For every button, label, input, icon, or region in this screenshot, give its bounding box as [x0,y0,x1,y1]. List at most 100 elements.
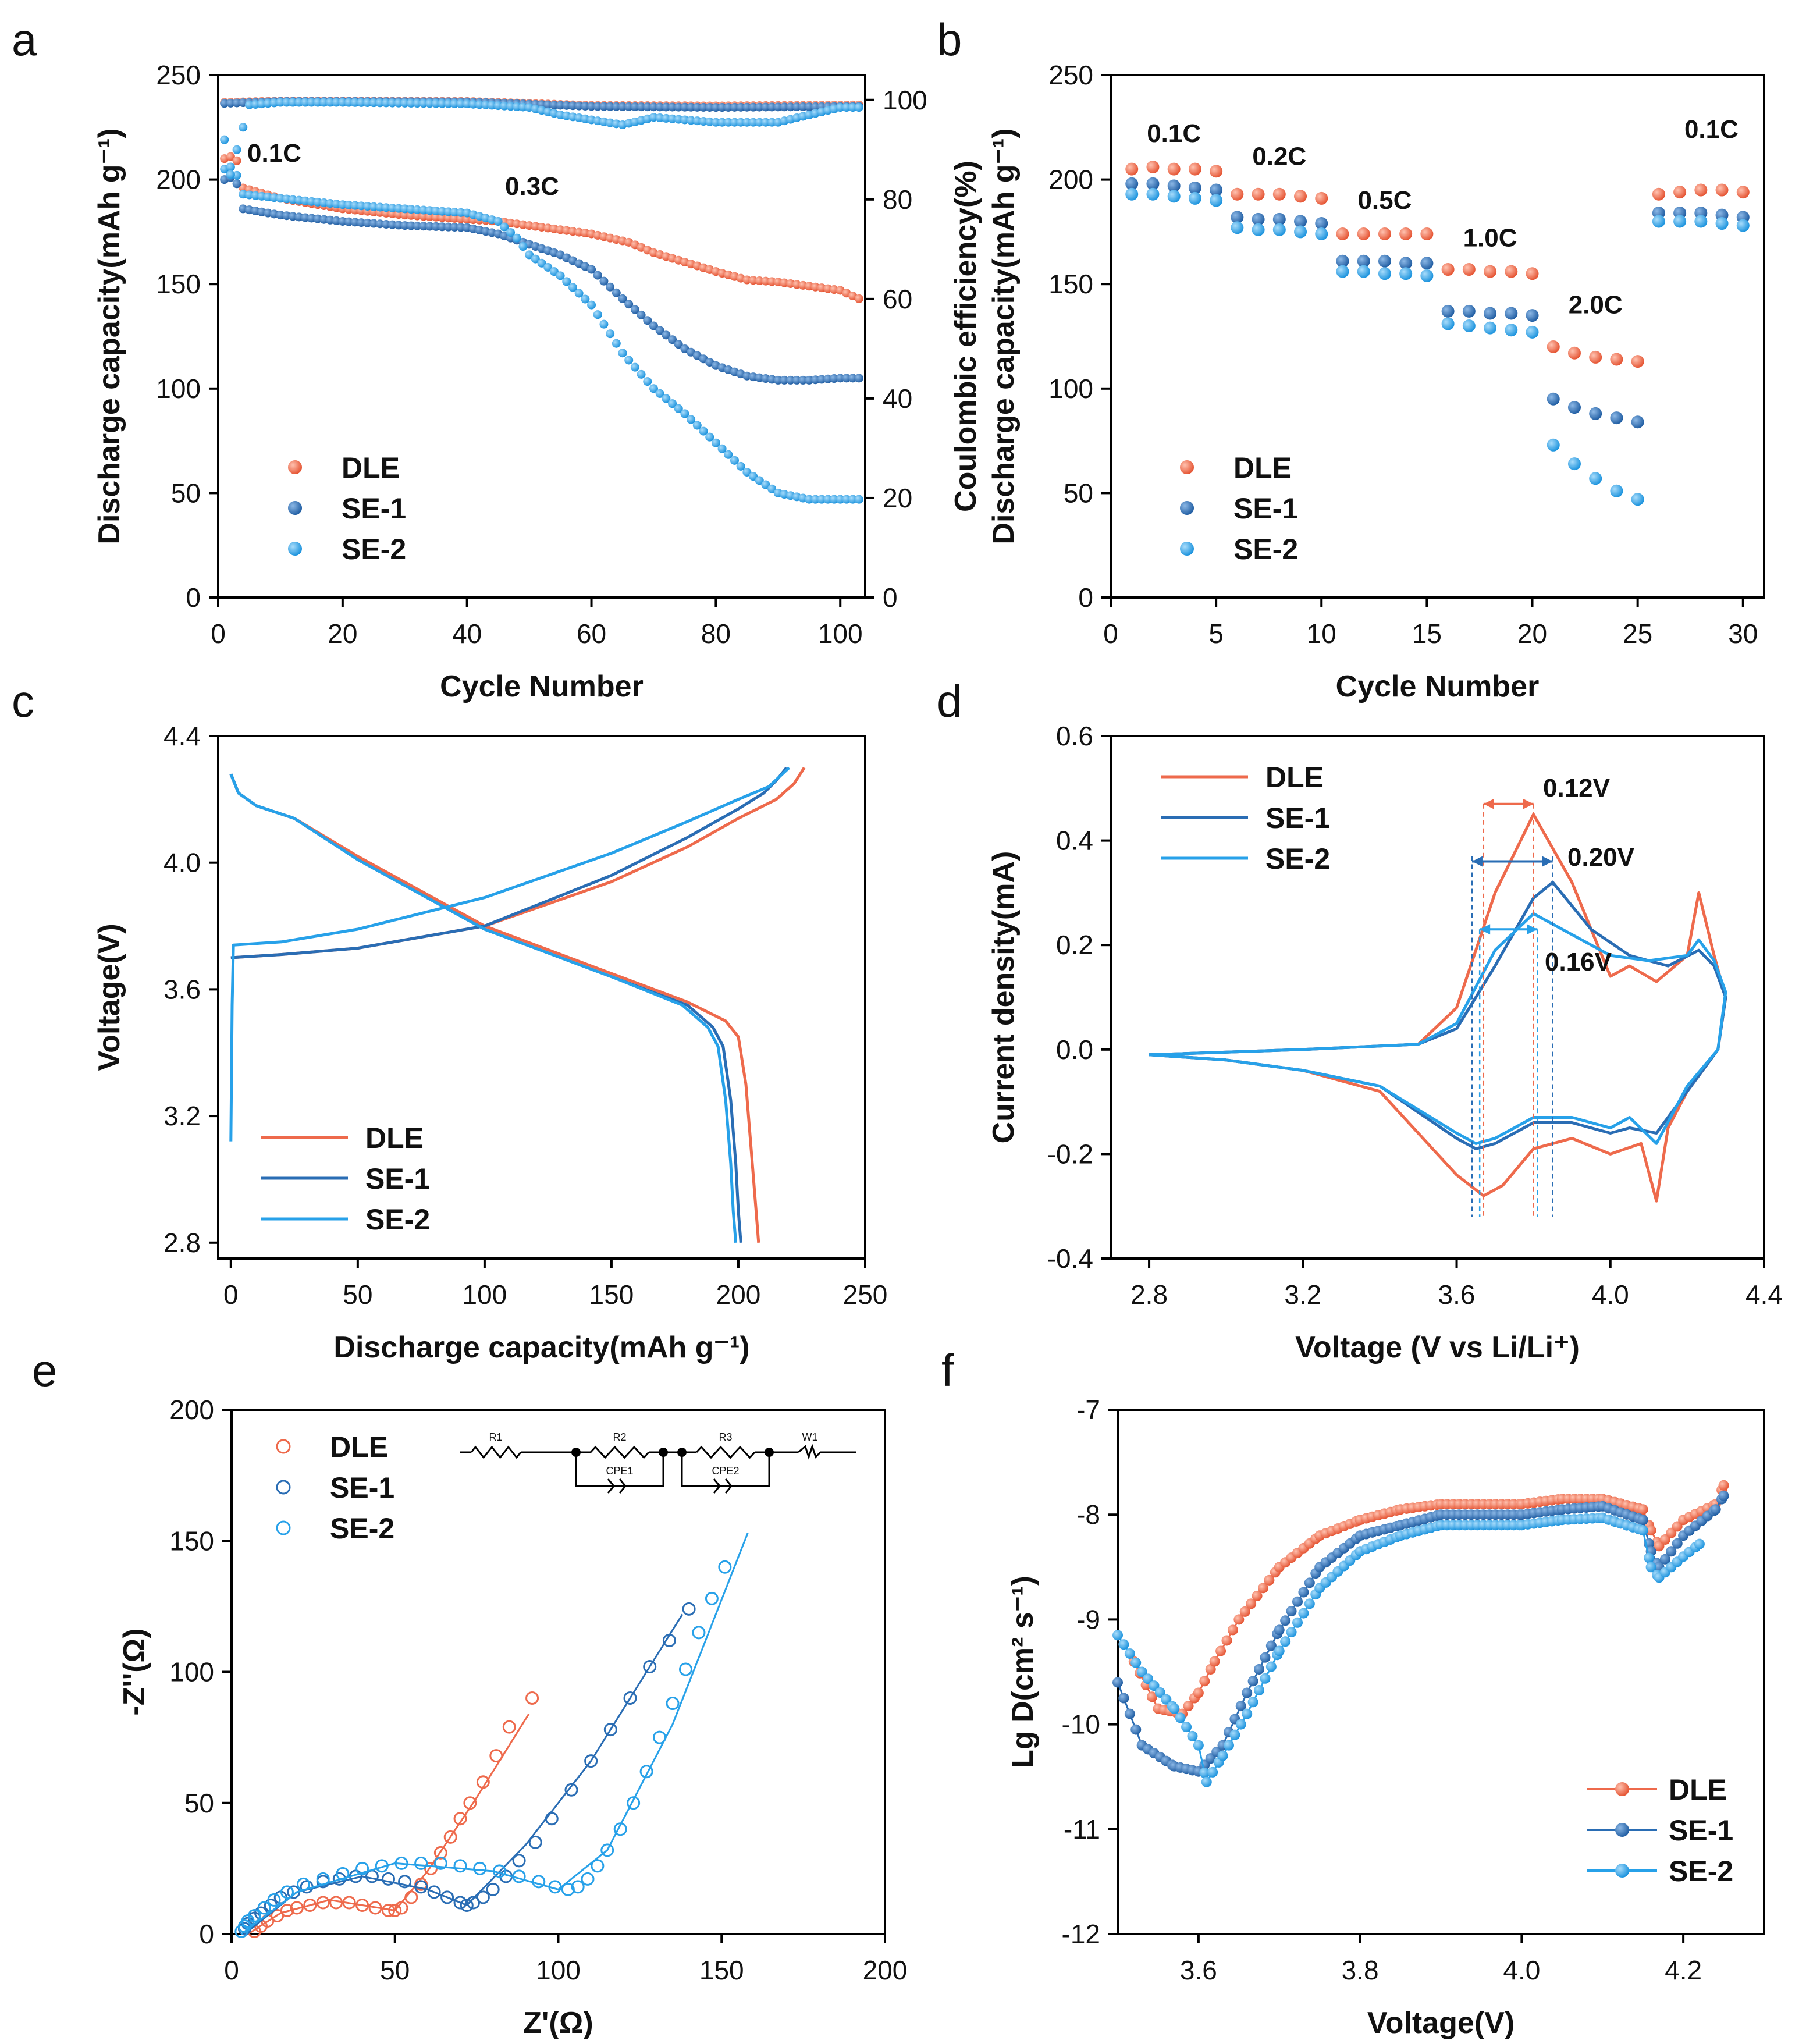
data-point-se-1 [730,102,739,112]
cpe-symbol [713,1478,721,1494]
data-point-dle [1715,183,1729,197]
data-point-se-1 [711,103,720,112]
data-point-dle [1215,1645,1226,1656]
data-point-se-1 [486,1882,500,1896]
data-point-dle [1231,187,1244,201]
data-point-se-2 [433,1856,447,1870]
data-point-se-2 [1210,194,1223,207]
data-point-se-2 [355,1861,369,1875]
data-point-dle [476,1775,490,1789]
data-point-se-1 [749,102,758,112]
legend-marker-dle [1180,460,1194,474]
series-line-se-1 [229,773,742,1243]
data-point-dle [1336,227,1349,240]
data-point-se-2 [581,294,590,304]
data-point-se-2 [655,389,664,398]
data-point-se-1 [427,1885,441,1899]
data-point-se-2 [1181,1722,1192,1733]
data-point-se-2 [1124,1648,1135,1659]
data-point-se-1 [574,101,584,111]
data-point-se-1 [363,218,372,227]
data-point-se-2 [549,267,559,276]
data-point-se-2 [375,1859,389,1873]
data-point-dle [1673,186,1687,199]
data-point-se-1 [556,101,565,110]
data-point-se-2 [456,208,465,217]
data-point-se-1 [724,102,733,112]
data-point-se-2 [264,99,273,108]
data-point-se-2 [1336,265,1349,278]
data-point-dle [1610,353,1623,366]
data-point-se-2 [1547,438,1560,452]
data-point-se-1 [599,276,609,286]
data-point-se-2 [1280,1636,1291,1647]
legend-label-se-2: SE-2 [1669,1855,1733,1887]
data-point-se-1 [456,223,465,232]
data-point-se-2 [761,480,770,489]
data-point-se-2 [823,495,833,504]
data-point-se-2 [1265,1661,1277,1672]
data-point-se-2 [394,98,403,108]
data-point-se-2 [1125,187,1139,201]
x-tick-label: 20 [328,618,357,649]
data-point-dle [406,211,415,220]
series-line-se-2 [1149,912,1727,1145]
series-line-se-1 [244,1613,684,1935]
plot-frame [217,74,866,599]
data-point-se-2 [537,258,546,268]
data-point-se-2 [755,476,764,485]
data-point-se-2 [336,1867,350,1881]
data-point-se-2 [357,201,366,211]
legend-marker-se-1 [1180,501,1194,515]
data-point-se-1 [593,102,602,111]
data-point-se-1 [1252,212,1265,226]
data-point-se-2 [1169,1703,1180,1714]
data-point-se-1 [823,374,833,383]
arrow-head [1480,924,1491,935]
arrow-head [1527,924,1538,935]
data-point-se-2 [1304,1598,1315,1609]
data-point-se-2 [1652,215,1665,228]
data-point-dle [456,214,465,223]
data-point-se-2 [1294,225,1307,239]
data-point-se-1 [792,375,801,385]
data-point-se-2 [718,1560,732,1574]
data-point-se-2 [842,103,851,112]
data-point-se-2 [344,98,354,107]
data-point-se-2 [568,283,577,292]
y-tick-label: 0.6 [1056,721,1093,751]
data-point-se-2 [637,369,646,379]
data-point-dle [316,1896,330,1910]
rate-label: 2.0C [1569,290,1623,319]
data-point-se-2 [1420,269,1434,282]
data-point-se-2 [571,1880,585,1894]
data-point-se-2 [1399,267,1413,280]
data-point-se-2 [394,204,403,213]
data-point-se-1 [649,321,658,330]
data-point-se-1 [1462,304,1476,318]
x-tick-label: 4.4 [1745,1279,1783,1310]
chart-panel-f: f 3.6 3.8 4.0 4.2 -7 -8 -9 -10 -11 -12 Voltage(V) Lg… [941,1345,1765,2040]
data-point-se-1 [1125,177,1139,190]
legend-label-se-1: SE-1 [1265,802,1330,834]
chart-panel-c: c 0 50 100 150 200 250 2.8 3.2 3.6 4.0 4.4 Discharge… [12,676,887,1364]
x-tick-label: 15 [1412,618,1442,649]
data-point-se-1 [1659,1554,1670,1565]
data-point-se-2 [1118,1639,1129,1650]
data-point-se-2 [382,203,391,212]
data-point-dle [303,1898,317,1912]
y-tick-label: -11 [1064,1814,1100,1844]
data-point-se-2 [1229,1729,1240,1740]
data-point-se-1 [606,102,615,111]
data-point-dle [404,1890,418,1904]
data-point-se-2 [1484,321,1497,335]
data-point-se-2 [692,1626,706,1640]
y-tick-label: 200 [169,1395,214,1425]
data-point-se-2 [717,118,727,127]
data-point-se-2 [363,202,372,211]
data-point-se-1 [682,1602,696,1616]
data-point-se-1 [425,222,435,231]
x-tick-label: 100 [536,1955,581,1985]
data-point-se-2 [1217,1750,1228,1761]
data-point-se-1 [599,102,609,111]
